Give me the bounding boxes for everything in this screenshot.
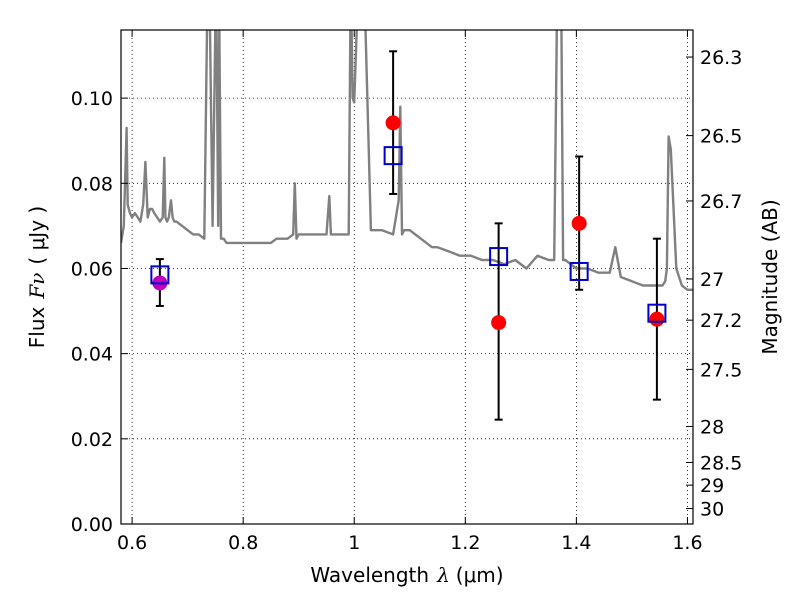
right-tick-label: 26.3 [700,47,742,69]
right-tick-label: 28 [700,416,724,438]
y-tick-label: 0.04 [71,344,113,366]
x-tick-label: 0.6 [117,532,147,554]
right-tick-label: 27 [700,269,724,291]
x-tick-label: 1.2 [450,532,480,554]
y-tick-label: 0.00 [71,514,113,536]
y-tick-label: 0.10 [71,88,113,110]
plot-frame [120,29,694,525]
observed-point [385,115,401,131]
y-tick-label: 0.02 [71,429,113,451]
x-tick-label: 1 [348,532,360,554]
x-axis-ticks: 0.6 0.8 1 1.2 1.4 1.6 [117,30,703,554]
right-axis-label: Magnitude (AB) [758,199,782,354]
observed-point [491,315,507,331]
model-photometry-point [150,265,170,285]
right-tick-label: 27.5 [700,359,742,381]
right-tick-label: 30 [700,499,724,521]
model-photometry-point [647,303,667,323]
y-tick-label: 0.06 [71,258,113,280]
model-photometry-point [383,146,403,166]
model-spectrum [121,30,693,291]
right-tick-label: 29 [700,475,724,497]
observed-point [571,215,587,231]
right-tick-label: 27.2 [700,310,742,332]
y-axis-ticks: 0.00 0.02 0.04 0.06 0.08 0.10 [71,88,128,536]
x-axis-label: Wavelength λ (μm) [310,563,503,587]
x-tick-label: 1.4 [561,532,591,554]
right-tick-label: 26.5 [700,126,742,148]
observed-points [152,115,665,331]
model-photometry-point [569,261,589,281]
model-photometry-point [489,247,509,267]
spectrum-line [121,30,693,291]
x-tick-label: 1.6 [672,532,702,554]
right-tick-label: 26.7 [700,191,742,213]
model-photometry-points [150,146,667,323]
y-tick-label: 0.08 [71,173,113,195]
observed-point [649,311,665,327]
x-tick-label: 0.8 [228,532,258,554]
y-axis-label: FluxFν( μJy ) [25,206,49,348]
right-tick-label: 28.5 [700,452,742,474]
